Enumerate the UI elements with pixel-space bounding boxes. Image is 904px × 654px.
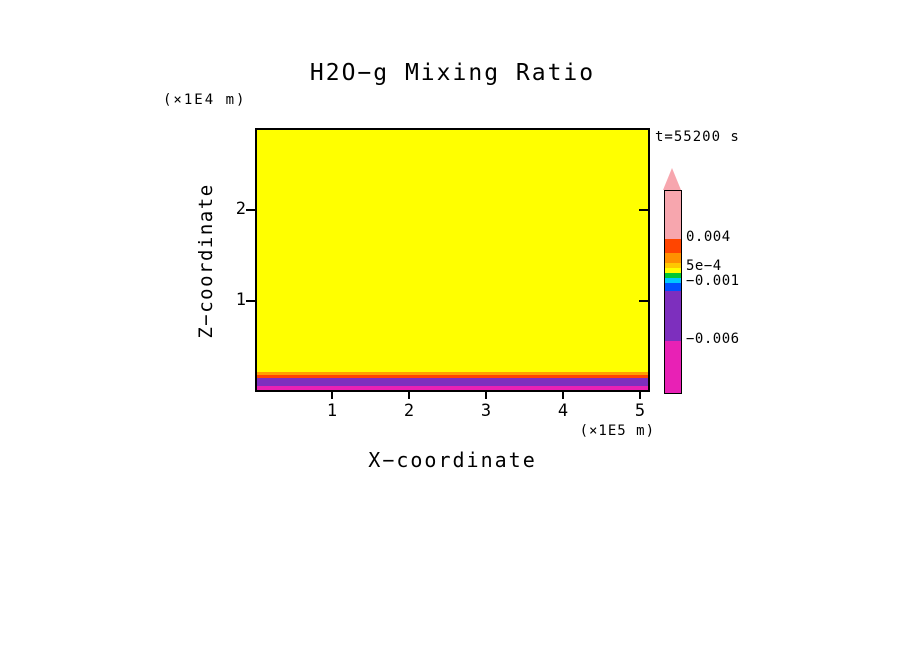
colorbar-segment-red bbox=[665, 239, 681, 253]
y-tick-mark-left bbox=[246, 299, 255, 302]
y-tick-mark-left bbox=[246, 208, 255, 211]
chart-title: H2O−g Mixing Ratio bbox=[309, 60, 596, 86]
x-axis-title: X−coordinate bbox=[368, 448, 537, 472]
y-axis-unit-label: (×1E4 m) bbox=[163, 92, 247, 108]
field-band-purple-layer bbox=[257, 378, 648, 387]
plot-area bbox=[257, 130, 648, 390]
colorbar-segment-orange bbox=[665, 253, 681, 263]
x-tick-mark bbox=[330, 392, 333, 399]
time-stamp-label: t=55200 s bbox=[655, 129, 740, 145]
y-tick-mark-right bbox=[639, 299, 648, 302]
field-band-red-layer bbox=[257, 375, 648, 379]
x-tick-mark bbox=[638, 392, 641, 399]
colorbar-label: 0.004 bbox=[686, 229, 731, 245]
x-tick-label: 4 bbox=[557, 401, 569, 421]
colorbar-label: −0.006 bbox=[686, 331, 740, 347]
colorbar-label: −0.001 bbox=[686, 273, 740, 289]
x-tick-mark bbox=[407, 392, 410, 399]
x-tick-mark bbox=[561, 392, 564, 399]
x-tick-label: 3 bbox=[480, 401, 492, 421]
colorbar-segment-cyan bbox=[665, 278, 681, 283]
colorbar-segment-blue bbox=[665, 283, 681, 291]
plot-frame bbox=[255, 128, 650, 392]
colorbar bbox=[664, 190, 682, 394]
colorbar-label: 5e−4 bbox=[686, 258, 722, 274]
x-tick-mark bbox=[484, 392, 487, 399]
y-tick-mark-right bbox=[639, 208, 648, 211]
field-band-yellow-interior bbox=[257, 130, 648, 373]
y-tick-label: 2 bbox=[235, 198, 246, 219]
colorbar-segment-gold bbox=[665, 263, 681, 268]
colorbar-segment-magenta bbox=[665, 341, 681, 393]
x-tick-label: 1 bbox=[326, 401, 338, 421]
colorbar-arrow-icon bbox=[663, 168, 681, 190]
field-band-orange-layer bbox=[257, 372, 648, 376]
y-tick-label: 1 bbox=[235, 289, 246, 310]
colorbar-segment-pink bbox=[665, 191, 681, 239]
x-tick-label: 2 bbox=[403, 401, 415, 421]
colorbar-segment-yellow bbox=[665, 268, 681, 273]
x-tick-label: 5 bbox=[634, 401, 646, 421]
colorbar-segment-green bbox=[665, 273, 681, 278]
field-band-magenta-surface bbox=[257, 386, 648, 390]
colorbar-segment-purple bbox=[665, 291, 681, 341]
x-axis-unit-label: (×1E5 m) bbox=[579, 423, 655, 439]
